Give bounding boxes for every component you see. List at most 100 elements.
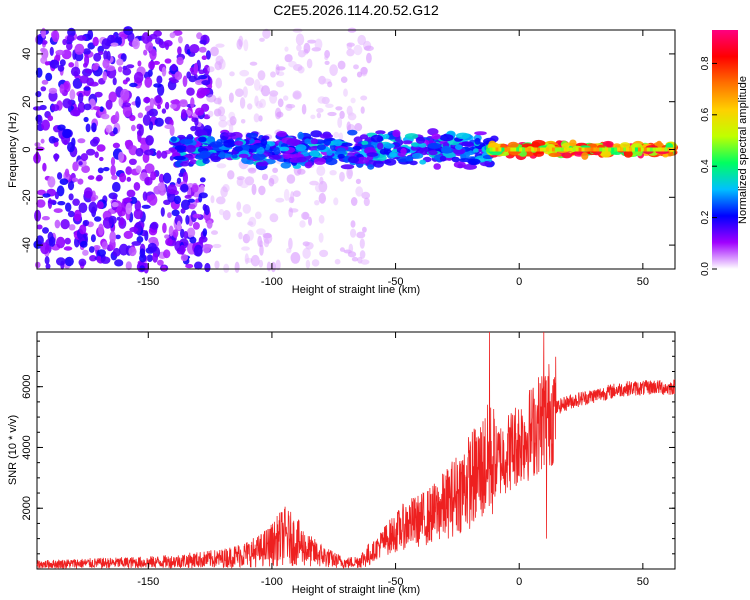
spectrogram-cell (36, 199, 46, 208)
spectrogram-ytick-label: -20 (21, 189, 33, 205)
spectrogram-ytick-label: 0 (21, 146, 33, 152)
spectrogram-cell (194, 261, 203, 270)
spectrogram-cell (148, 194, 158, 206)
spectrogram-cell (184, 194, 192, 199)
spectrogram-cell (238, 153, 249, 158)
spectrogram-cell (569, 139, 577, 147)
spectrogram-cell (629, 147, 633, 152)
spectrogram-cell (102, 58, 110, 69)
spectrogram-cell (643, 147, 647, 152)
spectrogram-cell (219, 151, 226, 159)
spectrogram-cell (94, 216, 102, 222)
spectrogram-cell (305, 242, 314, 250)
spectrogram-cell (157, 182, 166, 191)
spectrogram-cell (316, 165, 326, 176)
spectrogram-cell (56, 236, 66, 249)
spectrogram-cell (236, 211, 243, 218)
spectrogram-cell (259, 37, 265, 42)
spectrogram-cell (125, 77, 130, 82)
spectrogram-cell (176, 220, 182, 231)
spectrogram-cell (404, 133, 419, 140)
spectrogram-cell (80, 240, 88, 248)
spectrogram-cell (236, 201, 242, 211)
spectrogram-cell (273, 147, 281, 155)
spectrogram-cell (111, 175, 118, 180)
spectrogram-cell (343, 88, 348, 97)
spectrogram-cell (314, 200, 320, 206)
spectrogram-cell (93, 106, 101, 111)
spectrogram-cell (333, 139, 343, 147)
spectrogram-cell (98, 223, 104, 236)
spectrogram-cell (326, 149, 333, 156)
spectrogram-cell (297, 50, 306, 58)
spectrogram-cell (112, 181, 121, 193)
spectrogram-cell (296, 44, 302, 52)
spectrogram-cell (501, 147, 505, 152)
spectrogram-cell (93, 245, 101, 250)
spectrogram-cell (200, 88, 210, 95)
spectrogram-cell (69, 89, 76, 101)
spectrogram-cell (286, 104, 296, 109)
spectrogram-cell (135, 165, 142, 174)
spectrogram-cell (57, 172, 63, 180)
spectrogram-cell (363, 45, 374, 52)
spectrogram-cell (350, 220, 356, 228)
spectrogram-cell (99, 106, 104, 112)
spectrogram-cell (41, 79, 49, 85)
spectrogram-cell (234, 140, 244, 146)
spectrogram-cell (537, 147, 541, 152)
spectrogram-cell (178, 36, 183, 44)
spectrogram-cell (108, 91, 117, 103)
spectrogram-cell (275, 64, 280, 76)
spectrogram-cell (186, 227, 196, 238)
spectrogram-cell (148, 60, 156, 70)
spectrogram-cell (68, 62, 75, 68)
spectrogram-cell (128, 246, 137, 257)
spectrogram-cell (356, 156, 370, 164)
spectrogram-cell (82, 48, 91, 55)
spectrogram-cells (32, 26, 679, 274)
spectrogram-cell (593, 147, 597, 152)
spectrogram-cell (88, 201, 98, 214)
spectrogram-cell (276, 131, 287, 137)
spectrogram-cell (256, 228, 266, 236)
spectrogram-cell (146, 254, 153, 262)
spectrogram-cell (134, 200, 141, 212)
spectrogram-cell (228, 123, 234, 134)
spectrogram-cell (145, 41, 154, 52)
spectrogram-cell (141, 32, 151, 44)
spectrogram-cell (189, 236, 197, 244)
spectrogram-cell (164, 234, 170, 239)
spectrogram-cell (276, 80, 285, 88)
spectrogram-cell (92, 36, 99, 47)
spectrogram-cell (141, 204, 151, 209)
spectrogram-cell (337, 117, 343, 128)
spectrogram-cell (199, 184, 205, 194)
spectrogram-cell (334, 258, 341, 265)
spectrogram-cell (275, 259, 281, 271)
spectrogram-cell (229, 71, 235, 77)
colorbar-tick-label: 0.8 (700, 56, 711, 70)
spectrogram-cell (362, 226, 367, 233)
spectrogram-cell (250, 254, 260, 267)
spectrogram-cell (288, 207, 294, 218)
spectrogram-cell (114, 259, 124, 267)
spectrogram-cell (165, 238, 173, 246)
spectrogram-cell (114, 111, 120, 123)
spectrogram-cell (156, 75, 163, 84)
spectrogram-cell (177, 46, 182, 55)
spectrogram-cell (319, 133, 333, 139)
spectrogram-cell (164, 58, 172, 64)
spectrogram-cell (202, 228, 208, 237)
spectrogram-cell (122, 105, 132, 117)
spectrogram-cell (354, 123, 363, 132)
spectrogram-cell (318, 214, 325, 224)
spectrogram-cell (513, 147, 517, 152)
spectrogram-cell (185, 214, 190, 225)
spectrogram-cell (428, 149, 438, 156)
spectrogram-cell (73, 209, 82, 222)
spectrogram-cell (133, 71, 144, 84)
spectrogram-cell (359, 134, 369, 140)
spectrogram-cell (453, 161, 466, 169)
spectrogram-ytick-label: 40 (21, 48, 33, 60)
